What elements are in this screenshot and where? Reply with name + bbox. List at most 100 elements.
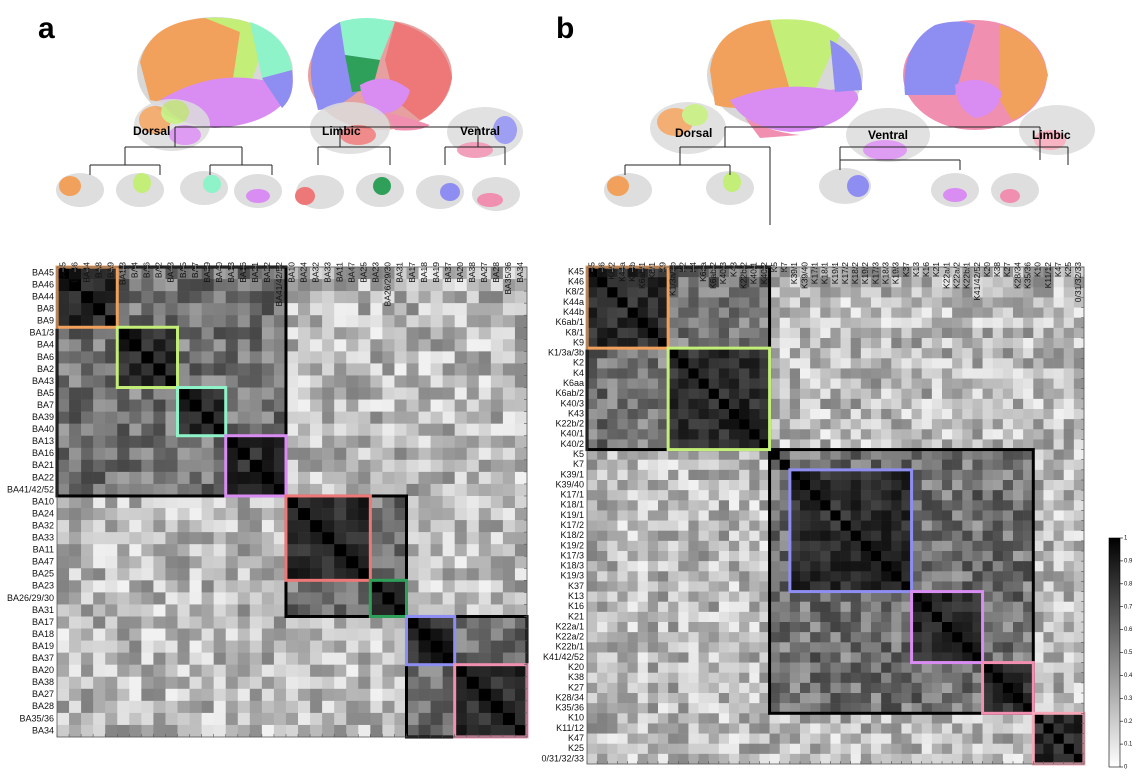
heatmap-cell (800, 571, 811, 582)
heatmap-cell (952, 530, 963, 542)
heatmap-cell (637, 459, 649, 471)
heatmap-cell (992, 449, 1004, 461)
heatmap-cell (708, 358, 720, 369)
heatmap-cell (406, 640, 419, 653)
heatmap-cell (759, 581, 770, 592)
heatmap-cell (1073, 672, 1085, 684)
heatmap-cell (1002, 733, 1014, 745)
heatmap-cell (972, 480, 983, 491)
heatmap-cell (442, 652, 455, 665)
column-label: BA35/36 (503, 262, 513, 295)
heatmap-cell (298, 291, 311, 304)
heatmap-cell (177, 399, 190, 412)
heatmap-cell (406, 568, 419, 581)
heatmap-cell (1063, 287, 1075, 298)
heatmap-cell (921, 642, 933, 653)
heatmap-cell (466, 688, 480, 702)
heatmap-cell (177, 688, 190, 702)
heatmap-cell (708, 439, 720, 450)
heatmap-cell (982, 551, 994, 562)
group-label-limbic: Limbic (322, 124, 361, 138)
heatmap-cell (678, 409, 689, 420)
heatmap-cell (285, 652, 299, 665)
heatmap-cell (370, 327, 383, 340)
heatmap-cell (1013, 287, 1024, 298)
heatmap-cell (346, 483, 359, 497)
heatmap-cell (759, 530, 770, 542)
heatmap-cell (779, 439, 791, 450)
heatmap-cell (992, 581, 1004, 592)
heatmap-cell (779, 520, 791, 532)
heatmap-cell (647, 500, 659, 511)
heatmap-cell (273, 520, 287, 533)
heatmap-cell (739, 469, 750, 481)
heatmap-cell (871, 459, 882, 471)
heatmap-cell (921, 459, 933, 471)
heatmap-cell (708, 480, 720, 491)
heatmap-cell (840, 348, 852, 359)
heatmap-cell (637, 652, 649, 663)
heatmap-cell (225, 483, 239, 497)
heatmap-cell (769, 611, 781, 623)
heatmap-cell (830, 703, 841, 714)
heatmap-cell (647, 601, 659, 613)
heatmap-cell (810, 490, 821, 501)
heatmap-cell (249, 664, 263, 678)
cluster-box (176, 386, 228, 438)
heatmap-cell (406, 508, 419, 521)
heatmap-cell (310, 411, 323, 424)
heatmap-cell (982, 530, 994, 542)
heatmap-cell (285, 375, 299, 388)
heatmap-cell (225, 712, 239, 726)
heatmap-cell (310, 267, 323, 280)
heatmap-cell (830, 500, 841, 511)
heatmap-cell (901, 622, 912, 633)
heatmap-cell (871, 327, 882, 339)
heatmap-cell (617, 713, 628, 724)
heatmap-cell (358, 495, 371, 509)
heatmap-cell (769, 551, 781, 562)
heatmap-cell (952, 338, 963, 349)
heatmap-cell (729, 682, 740, 694)
heatmap-cell (871, 753, 882, 765)
heatmap-cell (1002, 662, 1014, 674)
heatmap-cell (921, 693, 933, 704)
column-label: K38 (992, 262, 1002, 277)
heatmap-cell (830, 368, 841, 379)
heatmap-cell (597, 693, 608, 704)
heatmap-cell (1013, 429, 1024, 440)
heatmap-cell (57, 640, 70, 653)
heatmap-cell (982, 601, 994, 613)
heatmap-cell (153, 387, 166, 400)
heatmap-cell (962, 622, 973, 633)
heatmap-cell (840, 297, 852, 308)
heatmap-cell (117, 411, 130, 424)
heatmap-cell (789, 601, 801, 613)
heatmap-cell (273, 315, 287, 328)
heatmap-cell (189, 315, 202, 328)
heatmap-cell (189, 279, 202, 292)
heatmap-cell (177, 459, 190, 473)
heatmap-cell (871, 622, 882, 633)
heatmap-cell (370, 676, 383, 690)
heatmap-cell (406, 291, 419, 304)
heatmap-cell (93, 447, 106, 461)
heatmap-cell (942, 713, 953, 724)
heatmap-cell (942, 753, 953, 765)
heatmap-cell (478, 399, 492, 412)
heatmap-cell (800, 368, 811, 379)
heatmap-cell (334, 411, 347, 424)
heatmap-cell (81, 351, 94, 364)
heatmap-cell (418, 664, 431, 678)
heatmap-cell (729, 267, 740, 278)
heatmap-cell (81, 520, 94, 533)
heatmap-cell (668, 480, 679, 491)
heatmap-cell (57, 532, 70, 545)
heatmap-cell (800, 713, 811, 724)
heatmap-cell (901, 439, 912, 450)
heatmap-cell (1053, 540, 1065, 552)
heatmap-cell (607, 307, 618, 319)
heatmap-cell (81, 616, 94, 629)
heatmap-cell (729, 500, 740, 511)
heatmap-cell (850, 540, 862, 552)
